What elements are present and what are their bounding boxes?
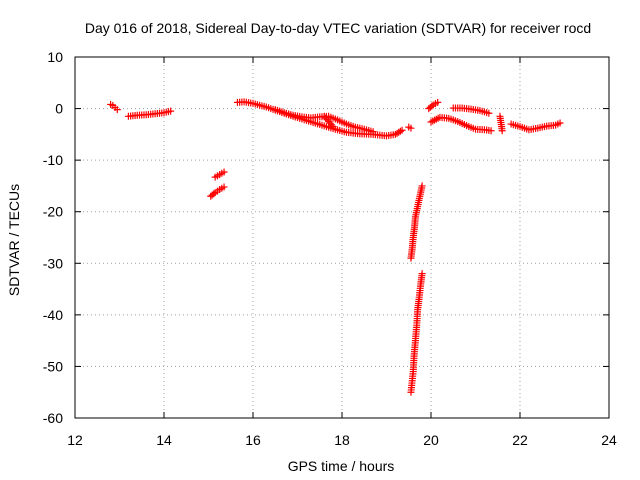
y-tick-label: 10 [47,49,63,65]
y-tick-label: -40 [43,307,63,323]
data-point [322,114,330,122]
data-point [398,126,406,134]
y-axis-label: SDTVAR / TECUs [6,184,22,296]
data-point [220,168,228,176]
data-point [326,119,334,127]
data-point [434,98,442,106]
data-point [325,117,333,125]
x-tick-label: 16 [245,432,261,448]
data-point [210,190,218,198]
series-arc-g [320,112,337,131]
data-point [418,182,426,190]
chart-title: Day 016 of 2018, Sidereal Day-to-day VTE… [85,20,591,36]
x-tick-label: 18 [334,432,350,448]
y-axis-ticks: 10 0 -10 -20 -30 -40 -50 -60 [43,49,609,426]
x-tick-label: 12 [67,432,83,448]
data-point [113,106,121,114]
y-tick-label: -30 [43,255,63,271]
y-tick-label: -20 [43,204,63,220]
data-point [487,127,495,135]
data-point [498,127,506,135]
series-arc-c [207,183,228,200]
y-tick-label: 0 [55,101,63,117]
series-arc-d [211,168,228,181]
y-tick-label: -10 [43,152,63,168]
x-tick-label: 22 [512,432,528,448]
series-arc-j [407,270,426,396]
series-arc-f [271,106,377,136]
x-axis-label: GPS time / hours [288,458,395,474]
data-point [329,123,337,131]
data-point [320,112,328,120]
data-point [220,183,228,191]
data-point [428,102,436,110]
data-marks [107,98,564,396]
data-point [396,127,404,135]
data-point [418,270,426,278]
x-tick-label: 20 [423,432,439,448]
series-arc-l [427,113,495,135]
series-arc-o [507,119,564,134]
data-point [323,116,331,124]
series-arc-m [449,104,493,117]
x-tick-label: 14 [156,432,172,448]
data-point [407,124,415,132]
grid-lines [75,57,609,418]
data-point [328,121,336,129]
x-axis-ticks: 12 14 16 18 20 22 24 [67,57,617,448]
y-tick-label: -60 [43,410,63,426]
series-arc-n [496,112,506,135]
data-point [167,107,175,115]
data-point [485,109,493,117]
data-point [369,128,377,136]
series-arc-a [107,100,121,114]
data-point [556,119,564,127]
y-tick-label: -50 [43,358,63,374]
series-arc-i [407,182,426,262]
series-arc-h [405,123,415,132]
series-arc-b [124,107,175,120]
series-arc-k [425,98,442,113]
x-tick-label: 24 [601,432,617,448]
